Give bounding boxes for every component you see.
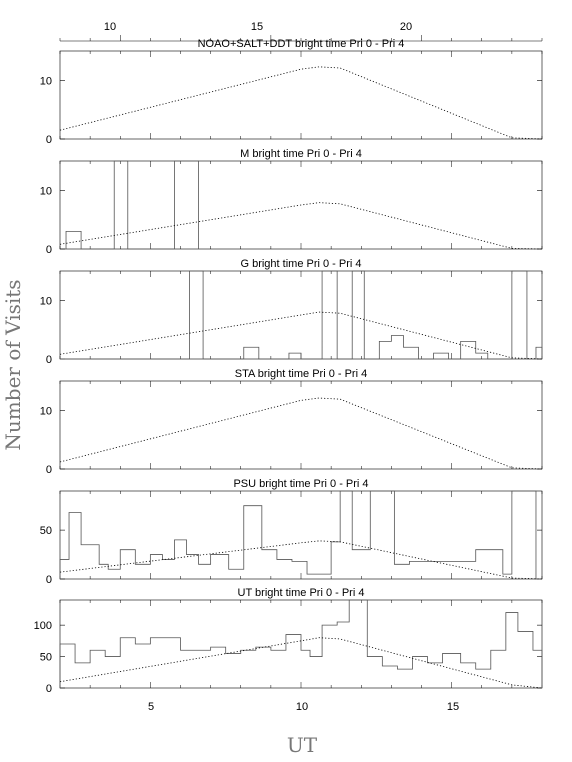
panel-frame: [59, 490, 543, 580]
histogram-series: [59, 490, 542, 580]
panel-title: PSU bright time Pri 0 - Pri 4: [233, 478, 368, 490]
y-tick-label: 0: [46, 354, 52, 366]
x-axis-label: UT: [287, 733, 318, 757]
y-tick-label: 10: [40, 405, 52, 417]
y-tick-label: 0: [46, 244, 52, 256]
y-tick-label: 50: [40, 525, 52, 537]
panel: STA bright time Pri 0 - Pri 4 0 10: [40, 368, 543, 476]
panel-title: G bright time Pri 0 - Pri 4: [240, 258, 361, 270]
bottom-tick-label: 10: [296, 701, 308, 713]
y-tick-label: 0: [46, 464, 52, 476]
histogram-series: [60, 270, 543, 360]
top-tick-label: 20: [400, 21, 412, 33]
y-tick-label: 10: [40, 185, 52, 197]
panel-title: STA bright time Pri 0 - Pri 4: [235, 368, 367, 380]
panel-title: M bright time Pri 0 - Pri 4: [240, 148, 362, 160]
panel-frame: [59, 50, 543, 140]
y-tick-label: 50: [40, 652, 52, 664]
panel-title: UT bright time Pri 0 - Pri 4: [238, 587, 365, 599]
y-tick-label: 0: [46, 574, 52, 586]
y-tick-label: 10: [40, 295, 52, 307]
dotted-curve: [59, 66, 543, 140]
y-axis-label: Number of Visits: [1, 279, 25, 450]
panel: PSU bright time Pri 0 - Pri 4 0 50: [40, 478, 543, 586]
panel: NOAO+SALT+DDT bright time Pri 0 - Pri 4 0…: [40, 38, 543, 146]
dotted-curve: [59, 397, 543, 470]
top-axis: 10 15 20: [59, 21, 543, 42]
top-tick-label: 15: [251, 21, 263, 33]
panel: UT bright time Pri 0 - Pri 4 0 50 100: [34, 587, 543, 695]
bottom-tick-label: 15: [447, 701, 459, 713]
panel-frame: [59, 380, 543, 470]
histogram-series: [59, 599, 543, 688]
y-tick-label: 10: [40, 75, 52, 87]
chart-panels: NOAO+SALT+DDT bright time Pri 0 - Pri 4 0…: [34, 38, 543, 695]
dotted-curve: [59, 540, 543, 580]
top-tick-label: 10: [104, 21, 116, 33]
y-tick-label: 0: [46, 134, 52, 146]
panel: M bright time Pri 0 - Pri 4 0 10: [40, 148, 543, 256]
y-tick-label: 0: [46, 683, 52, 695]
bottom-tick-label: 5: [148, 701, 154, 713]
panel: G bright time Pri 0 - Pri 4 0 10: [40, 258, 543, 366]
dotted-curve: [59, 311, 543, 360]
y-tick-label: 100: [34, 620, 52, 632]
dotted-curve: [59, 202, 543, 250]
histogram-series: [65, 160, 199, 250]
panel-title: NOAO+SALT+DDT bright time Pri 0 - Pri 4: [198, 38, 405, 50]
